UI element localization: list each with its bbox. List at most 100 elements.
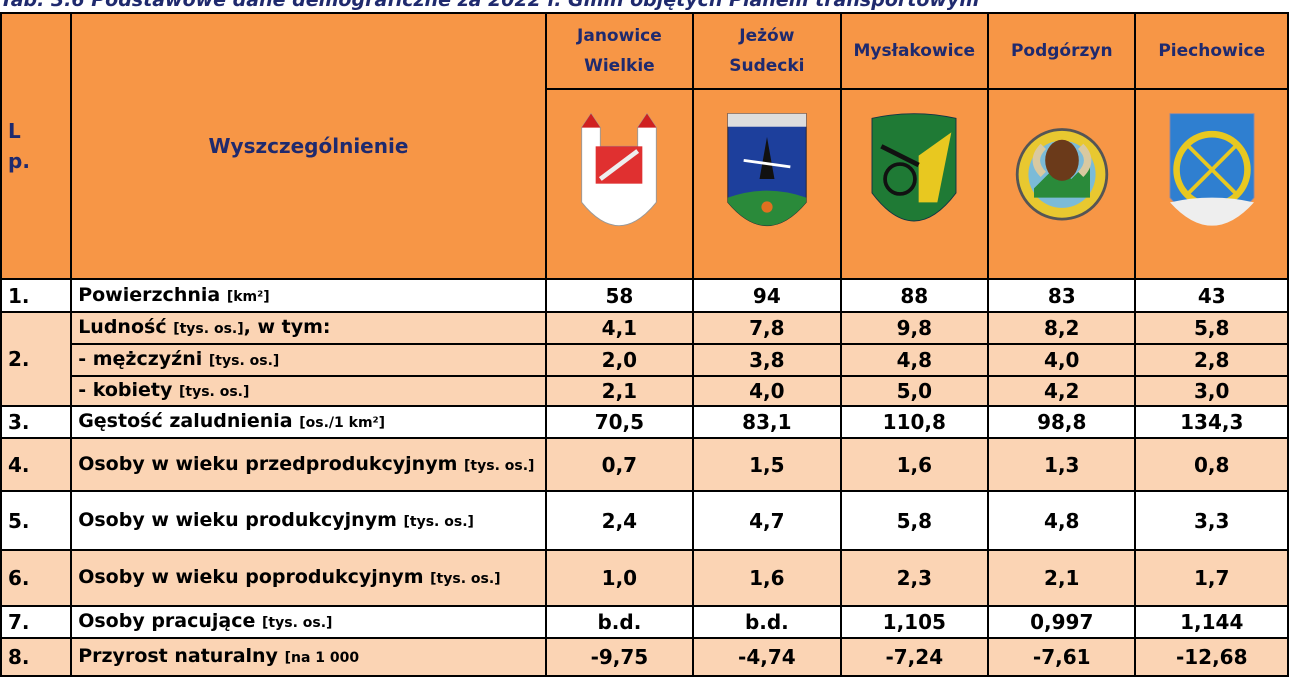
- data-row: 2. Ludność [tys. os.], w tym: 4,1 7,8 9,8 8,2…: [0, 311, 1289, 407]
- value-cell: 4,8: [839, 343, 990, 377]
- value-cell: 58: [544, 278, 695, 313]
- coat-cell: [987, 88, 1137, 280]
- coat-of-arms: [1169, 113, 1255, 226]
- value-cell: -9,75: [544, 637, 695, 677]
- row-unit: [na 1 000: [284, 650, 360, 666]
- value-cell: 4,0: [692, 375, 842, 407]
- value-cell: 2,3: [839, 549, 990, 607]
- row-unit: [tys. os.]: [464, 457, 535, 474]
- data-table: Lp. Wyszczególnienie Janowice Wielkie Jeżów…: [0, 12, 1289, 677]
- label-cell: Przyrost naturalny [na 1 000: [70, 637, 547, 677]
- row-unit: [os./1 km²]: [299, 415, 386, 431]
- value-cell: -4,74: [692, 637, 842, 677]
- row-label: Ludność: [78, 316, 167, 338]
- row-label: - kobiety: [78, 379, 173, 401]
- coat-of-arms: [1015, 128, 1108, 221]
- row-unit: [tys. os.]: [262, 615, 333, 631]
- value-cell: 4,1: [544, 311, 695, 345]
- value-cell: 0,7: [544, 437, 695, 492]
- column-name: Podgórzyn: [1010, 41, 1113, 61]
- value-cell: 134,3: [1134, 405, 1289, 439]
- column-header: Janowice Wielkie: [544, 12, 695, 90]
- column-name: Janowice Wielkie: [577, 26, 662, 76]
- value-cell: -7,24: [839, 637, 990, 677]
- value-cell: -7,61: [987, 637, 1137, 677]
- data-row: - mężczyźni [tys. os.] 2,0 3,8 4,8 4,0 2,8: [1, 343, 1289, 377]
- value-cell: 4,2: [987, 375, 1137, 407]
- lp-cell: 1.: [0, 278, 73, 313]
- lp-cell: 6.: [0, 549, 73, 607]
- lp-cell: 3.: [0, 405, 73, 439]
- value-cell: 3,3: [1134, 490, 1289, 551]
- value-cell: 83: [987, 278, 1137, 313]
- row-suffix: , w tym:: [243, 316, 331, 338]
- value-cell: 98,8: [987, 405, 1137, 439]
- value-cell: 9,8: [839, 311, 990, 345]
- row-unit: [km²]: [226, 288, 270, 305]
- value-cell: 2,0: [544, 343, 695, 377]
- label-cell: Osoby pracujące [tys. os.]: [70, 605, 547, 639]
- column-name: Jeżów Sudecki: [729, 26, 805, 76]
- value-cell: 0,8: [1134, 437, 1289, 492]
- value-cell: 1,144: [1134, 605, 1289, 639]
- coat-cell: [544, 88, 695, 280]
- value-cell: -12,68: [1134, 637, 1289, 677]
- value-cell: 1,0: [544, 549, 695, 607]
- coat-of-arms: [581, 112, 658, 226]
- coat-cell: [1134, 88, 1289, 280]
- value-cell: 5,8: [1134, 311, 1289, 345]
- value-cell: 94: [692, 278, 842, 313]
- label-cell: Osoby w wieku poprodukcyjnym [tys. os.]: [70, 549, 547, 607]
- value-cell: 3,0: [1134, 375, 1289, 407]
- value-cell: 1,6: [692, 549, 842, 607]
- label-cell: Ludność [tys. os.], w tym:: [70, 311, 547, 345]
- value-cell: 1,6: [839, 437, 990, 492]
- value-cell: 3,8: [692, 343, 842, 377]
- row-label: Osoby w wieku poprodukcyjnym: [78, 566, 424, 588]
- data-row: 4. Osoby w wieku przedprodukcyjnym [tys. …: [0, 437, 1289, 492]
- value-cell: b.d.: [692, 605, 842, 639]
- label-cell: Osoby w wieku przedprodukcyjnym [tys. os…: [70, 437, 547, 492]
- value-cell: 2,8: [1134, 343, 1289, 377]
- coat-cell: [839, 88, 990, 280]
- lp-cell: 2.: [0, 311, 73, 407]
- column-name: Mysłakowice: [853, 41, 976, 61]
- row-label: Powierzchnia: [78, 283, 221, 306]
- value-cell: 2,1: [544, 375, 695, 407]
- value-cell: 7,8: [692, 311, 842, 345]
- value-cell: 4,7: [692, 490, 842, 551]
- coat-cell: [692, 88, 842, 280]
- header-row: Lp. Wyszczególnienie Janowice Wielkie Jeżów…: [0, 12, 1289, 280]
- column-header: Mysłakowice: [839, 12, 990, 90]
- lp-cell: 5.: [0, 490, 73, 551]
- value-cell: 70,5: [544, 405, 695, 439]
- value-cell: 88: [839, 278, 990, 313]
- label-cell: - kobiety [tys. os.]: [70, 375, 547, 407]
- label-cell: - mężczyźni [tys. os.]: [70, 343, 547, 377]
- label-cell: Gęstość zaludnienia [os./1 km²]: [70, 405, 547, 439]
- value-cell: 5,0: [839, 375, 990, 407]
- value-cell: 5,8: [839, 490, 990, 551]
- data-row: 5. Osoby w wieku produkcyjnym [tys. os.] 2…: [0, 490, 1289, 551]
- column-name: Piechowice: [1158, 41, 1266, 61]
- value-cell: 1,7: [1134, 549, 1289, 607]
- value-cell: 4,8: [987, 490, 1137, 551]
- data-row: 8. Przyrost naturalny [na 1 000 -9,75 -4,74…: [0, 637, 1289, 677]
- row-label: Osoby w wieku przedprodukcyjnym: [78, 452, 458, 475]
- coat-of-arms: [871, 113, 957, 222]
- lp-cell: 7.: [0, 605, 73, 639]
- value-cell: 4,0: [987, 343, 1137, 377]
- row-label: Osoby w wieku produkcyjnym: [78, 508, 397, 531]
- column-header: Jeżów Sudecki: [692, 12, 842, 90]
- value-cell: b.d.: [544, 605, 695, 639]
- value-cell: 43: [1134, 278, 1289, 313]
- lp-cell: 4.: [0, 437, 73, 492]
- label-cell: Osoby w wieku produkcyjnym [tys. os.]: [70, 490, 547, 551]
- row-unit: [tys. os.]: [173, 321, 244, 337]
- lp-header-text: Lp.: [8, 119, 30, 173]
- coat-of-arms: [727, 113, 807, 226]
- value-cell: 1,5: [692, 437, 842, 492]
- row-unit: [tys. os.]: [208, 353, 280, 369]
- data-row: 1. Powierzchnia [km²] 58 94 88 83 43: [0, 278, 1289, 313]
